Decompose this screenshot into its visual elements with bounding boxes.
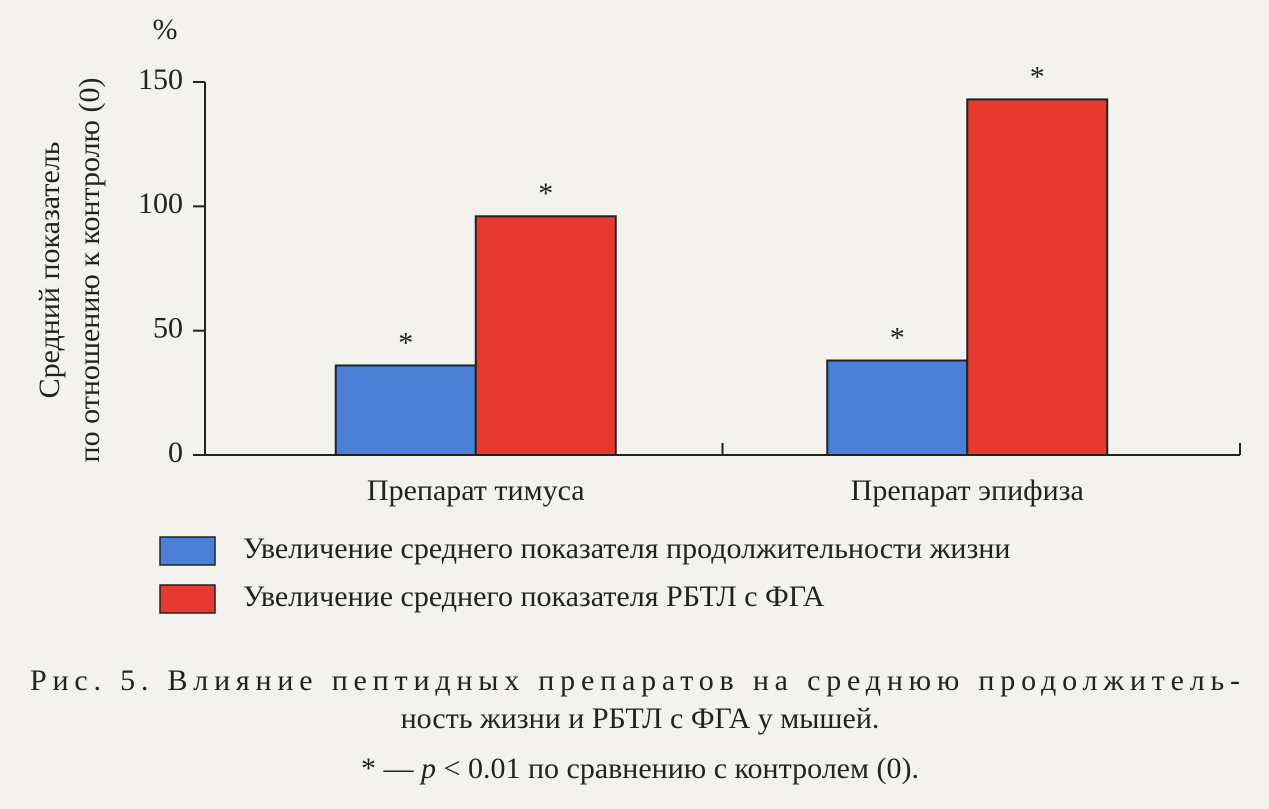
- x-tick-label: Препарат тимуса: [367, 474, 585, 507]
- y-tick-label: 100: [138, 187, 183, 220]
- legend-swatch: [159, 536, 216, 566]
- legend-swatch: [159, 584, 216, 614]
- bar: [334, 364, 477, 457]
- y-axis-label: по отношению к контролю (0): [73, 78, 106, 463]
- caption: Рис. 5. Влияние пептидных препаратов на …: [30, 664, 1240, 697]
- legend-label: Увеличение среднего показателя продолжит…: [243, 532, 1010, 565]
- y-unit: %: [153, 13, 178, 46]
- note: * — p < 0.01 по сравнению с контролем (0…: [361, 752, 919, 785]
- note-text: p: [419, 752, 436, 785]
- y-axis-label: Средний показатель: [33, 142, 66, 399]
- bar: [474, 215, 617, 456]
- note-text: < 0.01 по сравнению с контролем (0).: [436, 752, 919, 785]
- x-tick-label: Препарат эпифиза: [851, 474, 1084, 507]
- significance-mark: *: [1030, 60, 1045, 93]
- significance-mark: *: [398, 326, 413, 359]
- y-tick-label: 0: [168, 436, 183, 469]
- significance-mark: *: [890, 321, 905, 354]
- legend-label: Увеличение среднего показателя РБТЛ с ФГ…: [243, 580, 825, 613]
- bar: [826, 359, 969, 456]
- significance-mark: *: [538, 177, 553, 210]
- caption: ность жизни и РБТЛ с ФГА у мышей.: [401, 702, 880, 735]
- y-tick-label: 150: [138, 63, 183, 96]
- y-tick-label: 50: [153, 312, 183, 345]
- note-text: * —: [361, 752, 421, 785]
- bar: [966, 98, 1109, 456]
